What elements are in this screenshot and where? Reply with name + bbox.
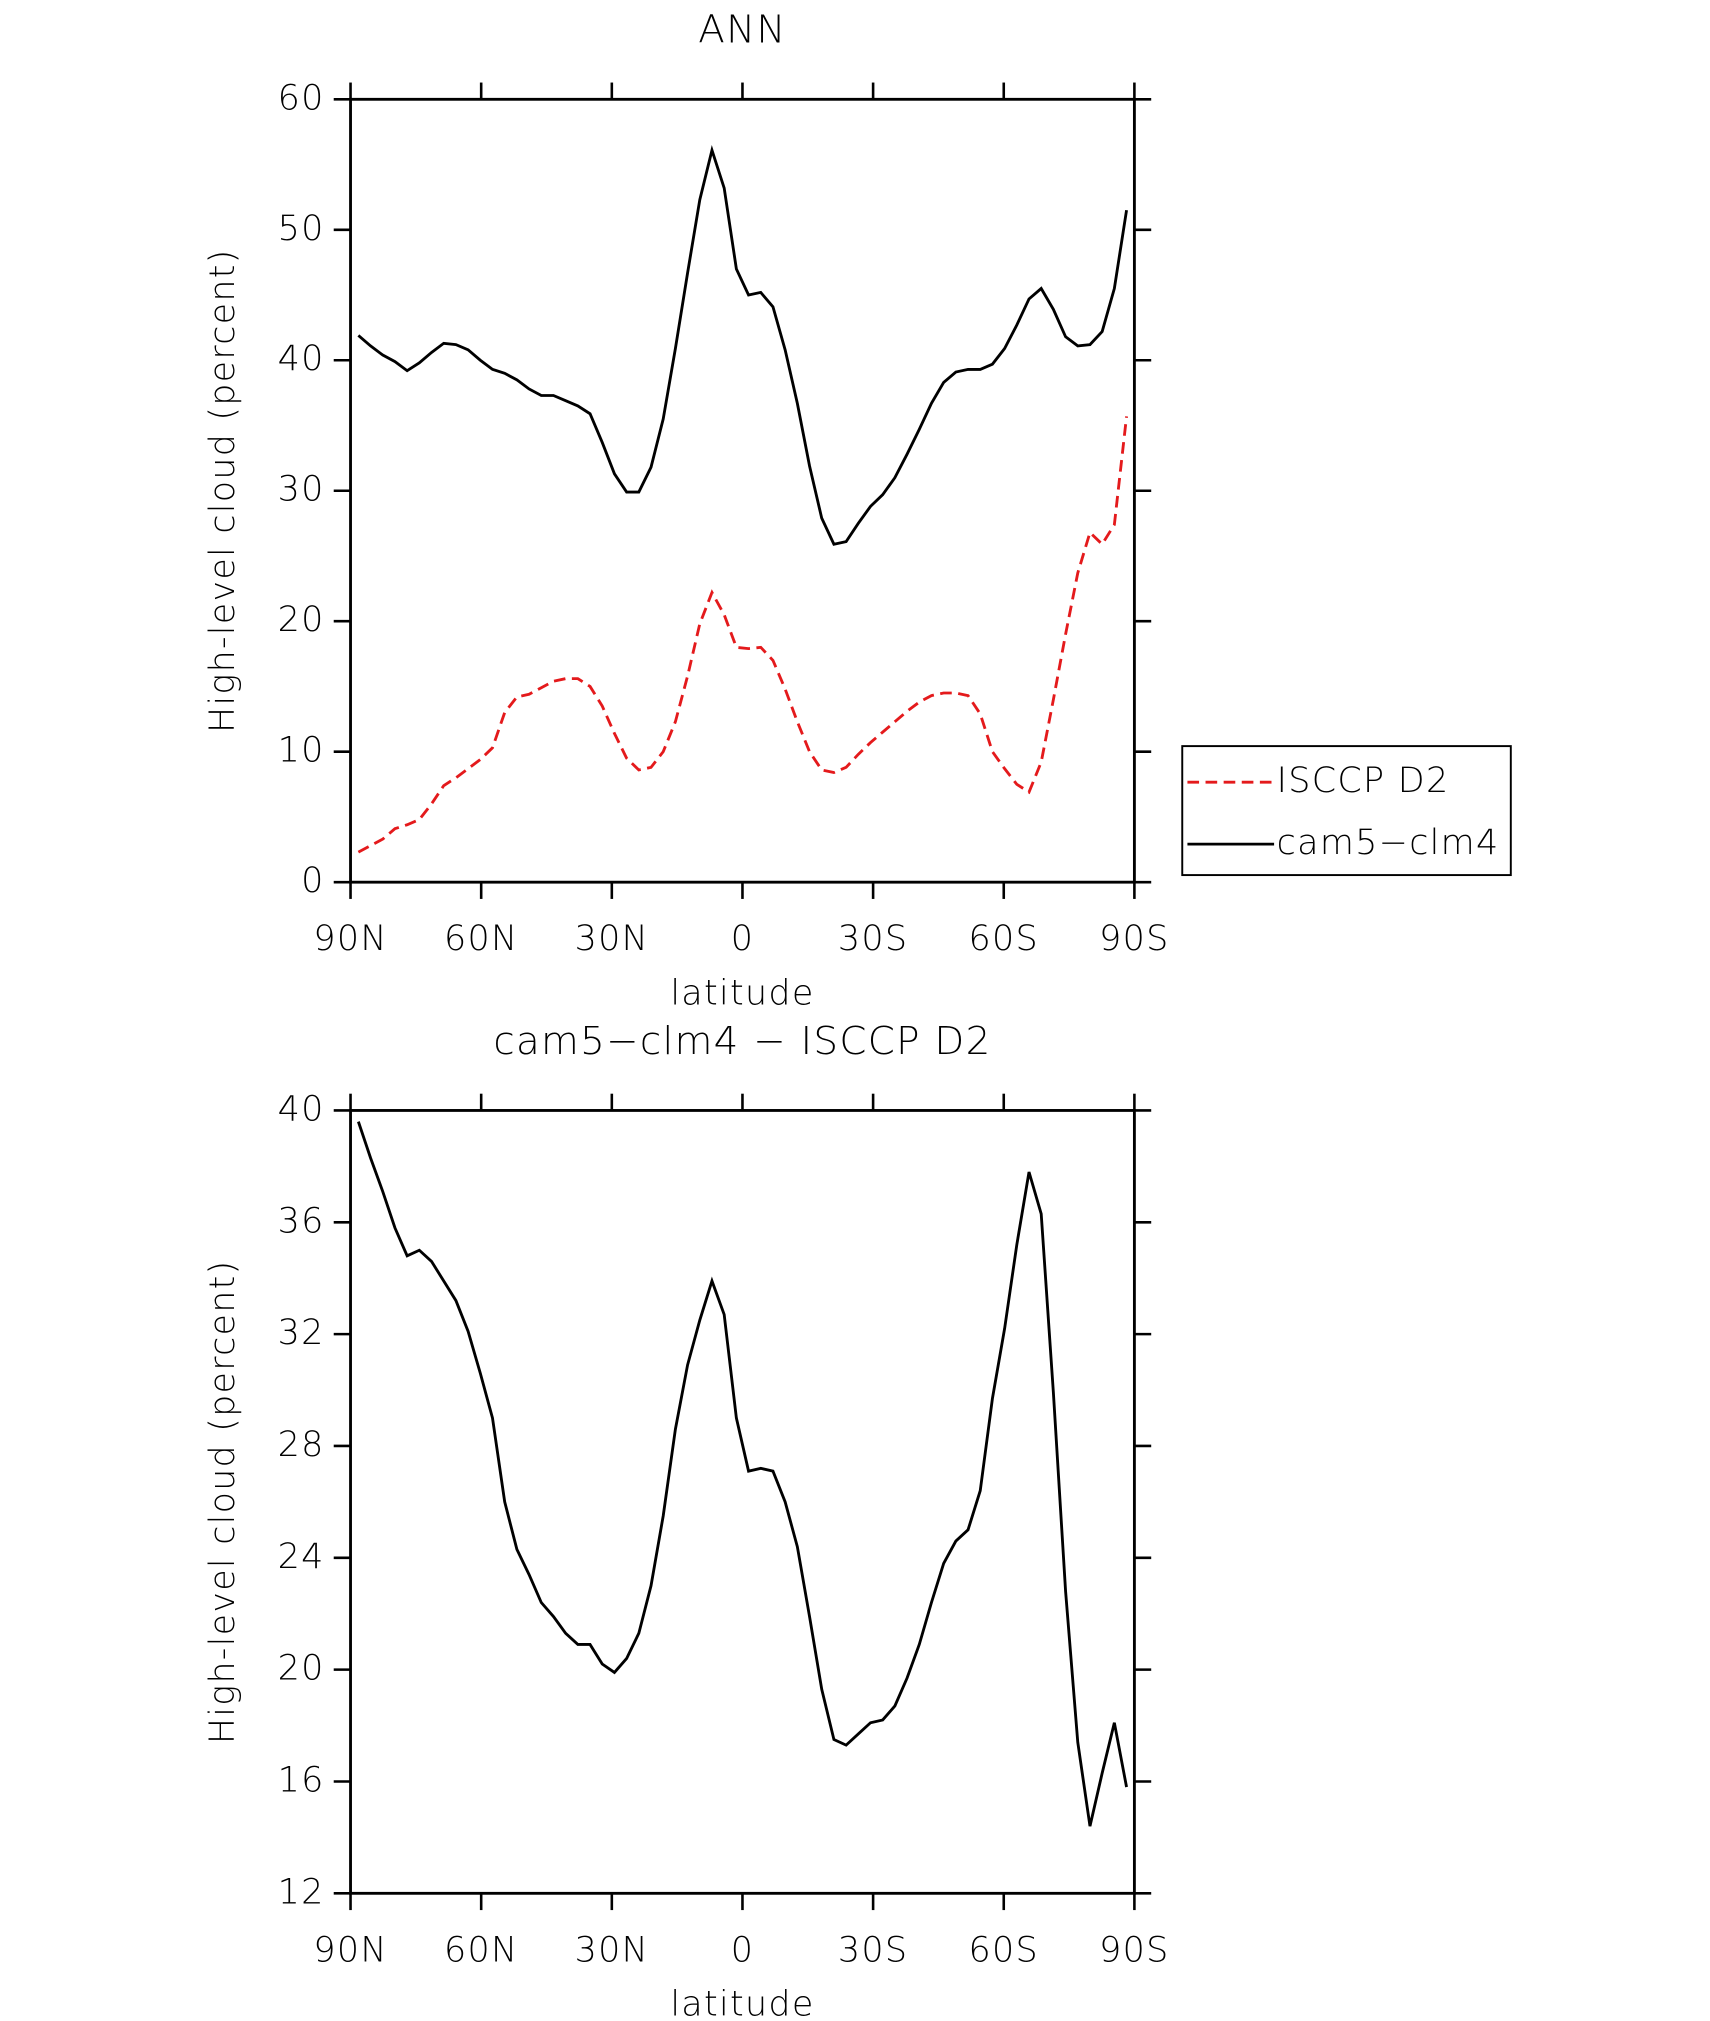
y-tick-label: 28: [278, 1425, 325, 1465]
x-tick-label: 90S: [1099, 919, 1169, 959]
chart-title: ANN: [698, 8, 786, 53]
y-tick-label: 60: [278, 78, 325, 118]
y-tick-label: 24: [278, 1537, 325, 1577]
x-tick-label: 60S: [969, 919, 1039, 959]
x-tick-label: 90S: [1099, 1930, 1169, 1970]
y-tick-label: 0: [301, 861, 325, 901]
y-tick-label: 10: [278, 731, 325, 771]
data-line: [357, 1121, 1128, 1827]
x-tick-label: 90N: [313, 919, 387, 959]
y-axis-label: High-level cloud (percent): [203, 1260, 243, 1745]
legend-label: ISCCP D2: [1277, 761, 1450, 801]
x-tick-label: 30N: [575, 919, 649, 959]
plot-frame: [349, 1109, 1136, 1895]
y-tick-label: 32: [278, 1313, 325, 1353]
x-axis-label: latitude: [670, 973, 814, 1013]
x-tick-label: 30N: [575, 1930, 649, 1970]
y-tick-label: 30: [278, 470, 325, 510]
x-tick-label: 90N: [313, 1930, 387, 1970]
y-tick-label: 40: [278, 339, 325, 379]
y-tick-label: 36: [278, 1201, 325, 1241]
x-tick-label: 0: [731, 1930, 755, 1970]
y-axis-label: High-level cloud (percent): [203, 248, 243, 733]
y-tick-label: 16: [278, 1761, 325, 1801]
y-tick-label: 12: [278, 1872, 325, 1912]
y-tick-label: 20: [278, 1649, 325, 1689]
legend-box: [1181, 745, 1512, 877]
x-tick-label: 60N: [444, 919, 518, 959]
x-tick-label: 30S: [838, 919, 908, 959]
legend-label: cam5−clm4: [1277, 823, 1500, 863]
x-axis-label: latitude: [670, 1985, 814, 2021]
data-line: [357, 144, 1128, 546]
x-tick-label: 60S: [969, 1930, 1039, 1970]
x-tick-label: 0: [731, 919, 755, 959]
y-tick-label: 50: [278, 209, 325, 249]
chart-title: cam5−clm4 − ISCCP D2: [493, 1019, 991, 1064]
y-tick-label: 20: [278, 600, 325, 640]
x-tick-label: 30S: [838, 1930, 908, 1970]
x-tick-label: 60N: [444, 1930, 518, 1970]
y-tick-label: 40: [278, 1089, 325, 1129]
data-line: [357, 416, 1128, 854]
plot-frame: [349, 97, 1136, 884]
